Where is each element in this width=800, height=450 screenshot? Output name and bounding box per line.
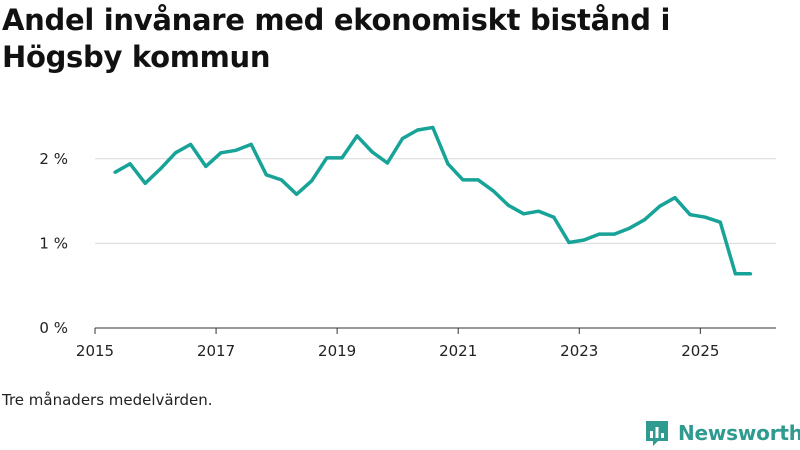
x-tick-label: 2019 — [318, 342, 356, 360]
data-point — [461, 178, 465, 182]
data-point — [416, 128, 420, 132]
data-point — [173, 151, 178, 155]
data-point — [400, 136, 405, 141]
data-point — [688, 213, 692, 217]
x-tick-label: 2021 — [439, 342, 477, 360]
data-point — [113, 170, 117, 174]
data-point — [249, 142, 253, 146]
data-point — [582, 238, 586, 242]
data-point — [446, 162, 450, 166]
x-tick-label: 2015 — [76, 342, 114, 360]
data-point — [279, 178, 284, 182]
data-point — [658, 204, 662, 208]
x-tick-label: 2017 — [197, 342, 235, 360]
series-line — [114, 125, 751, 276]
data-point — [234, 148, 238, 152]
x-tick-label: 2025 — [681, 342, 719, 360]
brand-name: Newsworthy — [678, 421, 800, 445]
data-point — [355, 134, 359, 138]
data-point — [219, 151, 223, 155]
data-point — [310, 179, 314, 183]
data-point — [294, 192, 299, 196]
data-point — [627, 226, 632, 230]
data-point — [597, 232, 601, 236]
data-point — [189, 142, 193, 146]
data-point — [143, 181, 147, 185]
line-chart: 0 % 1 % 2 % 2015 2017 2019 2021 2023 2025 — [39, 125, 776, 360]
y-tick-label: 1 % — [39, 234, 68, 252]
y-tick-label: 2 % — [39, 150, 68, 168]
y-tick-label: 0 % — [39, 319, 68, 337]
data-point — [491, 189, 495, 193]
data-point — [537, 209, 541, 213]
data-point — [325, 156, 329, 160]
data-point — [264, 173, 268, 177]
data-point — [552, 215, 556, 219]
data-point — [506, 203, 511, 207]
data-point — [703, 215, 707, 219]
brand[interactable]: Newsworthy — [644, 419, 800, 447]
x-tick-label: 2023 — [560, 342, 598, 360]
data-point — [128, 162, 132, 166]
data-point — [567, 240, 571, 245]
data-point — [673, 196, 677, 200]
data-point — [431, 125, 435, 130]
data-point — [370, 150, 374, 154]
chart-title: Andel invånare med ekonomiskt bistånd i … — [2, 3, 671, 74]
data-point — [340, 156, 344, 160]
data-point — [476, 178, 480, 182]
data-point — [718, 220, 722, 224]
newsworthy-logo-icon — [646, 421, 668, 446]
data-point — [733, 272, 738, 276]
data-point — [204, 164, 208, 168]
data-point — [158, 167, 162, 171]
data-point — [643, 218, 647, 222]
data-point — [521, 212, 526, 216]
data-point — [612, 232, 616, 236]
data-point — [748, 272, 753, 276]
footnote: Tre månaders medelvärden. — [2, 391, 213, 409]
data-point — [385, 161, 389, 165]
